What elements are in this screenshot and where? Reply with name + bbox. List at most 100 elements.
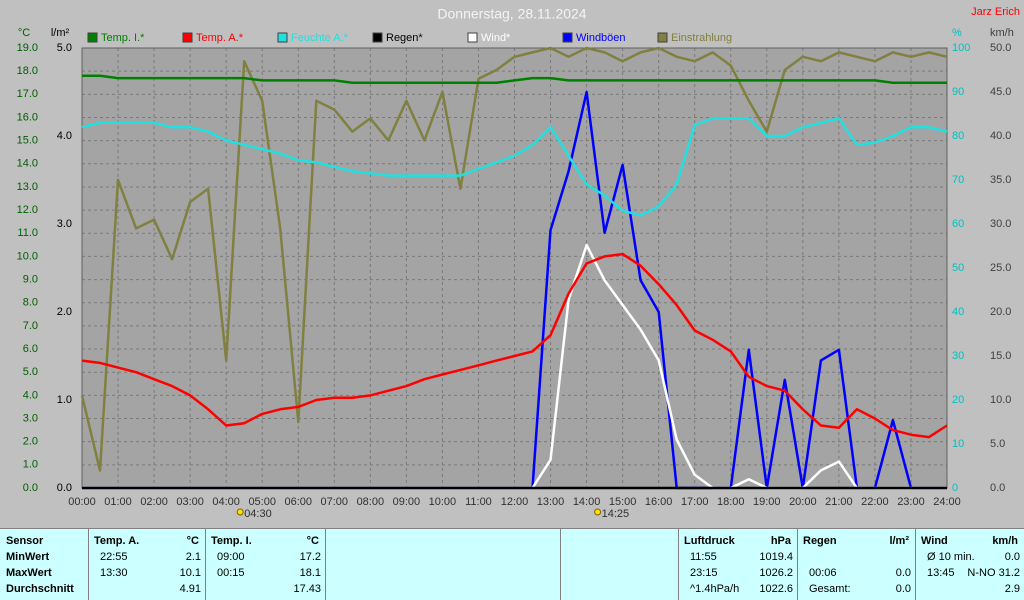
column-name: Luftdruck (684, 535, 736, 547)
column-name: Temp. A. (94, 535, 139, 547)
y-tick-label: 16.0 (17, 111, 38, 123)
y4-tick-label: 30.0 (990, 218, 1011, 230)
cell-value: 1022.6 (759, 583, 793, 595)
column-name: Temp. I. (211, 535, 252, 547)
cell-time: 00:06 (809, 567, 837, 579)
x-tick-label: 00:00 (68, 496, 96, 508)
y3-axis-unit: % (952, 27, 962, 39)
legend-swatch (372, 32, 383, 43)
legend-swatch (467, 32, 478, 43)
legend-swatch (182, 32, 193, 43)
series-line (82, 74, 947, 84)
y3-tick-label: 40 (952, 306, 964, 318)
column-unit: l/m² (889, 535, 909, 547)
y3-tick-label: 80 (952, 130, 964, 142)
column-name: Wind (921, 535, 948, 547)
cell-value: 18.1 (300, 567, 321, 579)
row-label: Durchschnitt (6, 583, 74, 595)
y2-tick-label: 5.0 (57, 42, 72, 54)
y3-tick-label: 60 (952, 218, 964, 230)
stats-table (0, 528, 1024, 600)
cell-value: N-NO 31.2 (967, 567, 1020, 579)
x-tick-label: 17:00 (681, 496, 709, 508)
cell-time: 13:30 (100, 567, 128, 579)
x-tick-label: 11:00 (465, 496, 492, 508)
cell-value: 2.1 (186, 551, 201, 563)
cell-time: Ø 10 min. (927, 551, 975, 563)
cell-time: 09:00 (217, 551, 245, 563)
cell-time: 23:15 (690, 567, 718, 579)
series-line (81, 117, 948, 217)
y4-tick-label: 25.0 (990, 262, 1011, 274)
y3-tick-label: 90 (952, 86, 964, 98)
cell-value: 0.0 (896, 567, 911, 579)
x-tick-label: 10:00 (429, 496, 457, 508)
y3-tick-label: 30 (952, 350, 964, 362)
column-unit: hPa (771, 535, 792, 547)
series-line (81, 252, 948, 439)
cell-time: ^1.4hPa/h (690, 583, 739, 595)
cell-time: 22:55 (100, 551, 128, 563)
annotation-label: 04:30 (244, 508, 272, 520)
cell-value: 0.0 (1005, 551, 1020, 563)
legend-label: Windböen (576, 32, 626, 44)
x-tick-label: 23:00 (897, 496, 925, 508)
legend-label: Wind* (481, 32, 511, 44)
x-tick-label: 16:00 (645, 496, 673, 508)
sun-icon (594, 508, 602, 516)
y3-tick-label: 70 (952, 174, 964, 186)
legend-label: Temp. I.* (101, 32, 145, 44)
y2-tick-label: 2.0 (57, 306, 72, 318)
x-tick-label: 05:00 (248, 496, 276, 508)
y-tick-label: 9.0 (23, 273, 38, 285)
cell-value: 2.9 (1005, 583, 1020, 595)
y4-tick-label: 50.0 (990, 42, 1011, 54)
x-tick-label: 02:00 (140, 496, 168, 508)
x-tick-label: 24:00 (933, 496, 961, 508)
y2-tick-label: 4.0 (57, 130, 72, 142)
cell-time: 13:45 (927, 567, 955, 579)
x-tick-label: 19:00 (753, 496, 781, 508)
cell-value: 4.91 (180, 583, 201, 595)
legend-swatch (657, 32, 668, 43)
y3-tick-label: 20 (952, 394, 964, 406)
y4-tick-label: 15.0 (990, 350, 1011, 362)
legend-swatch (277, 32, 288, 43)
x-tick-label: 12:00 (501, 496, 529, 508)
cell-value: 17.2 (300, 551, 321, 563)
x-tick-label: 21:00 (825, 496, 853, 508)
y4-tick-label: 20.0 (990, 306, 1011, 318)
legend-label: Temp. A.* (196, 32, 244, 44)
annotation-label: 14:25 (602, 508, 630, 520)
y-tick-label: 0.0 (23, 482, 38, 494)
table-borders (0, 528, 1024, 600)
y-tick-label: 7.0 (23, 320, 38, 332)
x-tick-label: 15:00 (609, 496, 637, 508)
y-tick-label: 15.0 (17, 135, 38, 147)
y4-tick-label: 5.0 (990, 438, 1005, 450)
y4-tick-label: 40.0 (990, 130, 1011, 142)
legend-label: Einstrahlung (671, 32, 732, 44)
y4-axis-unit: km/h (990, 27, 1014, 39)
y-tick-label: 8.0 (23, 297, 38, 309)
y-tick-label: 3.0 (23, 412, 38, 424)
y2-axis-unit: l/m² (51, 27, 70, 39)
y-tick-label: 18.0 (17, 65, 38, 77)
y-tick-label: 1.0 (23, 459, 38, 471)
legend-label: Regen* (386, 32, 423, 44)
column-unit: km/h (992, 535, 1018, 547)
y-tick-label: 2.0 (23, 436, 38, 448)
cell-time: 11:55 (690, 551, 717, 563)
legend-label: Feuchte A.* (291, 32, 349, 44)
y-tick-label: 4.0 (23, 389, 38, 401)
x-tick-label: 08:00 (357, 496, 385, 508)
y-tick-label: 13.0 (17, 181, 38, 193)
y2-tick-label: 3.0 (57, 218, 72, 230)
legend-swatch (87, 32, 98, 43)
x-tick-label: 20:00 (789, 496, 817, 508)
y3-tick-label: 0 (952, 482, 958, 494)
y-tick-label: 14.0 (17, 158, 38, 170)
x-tick-label: 22:00 (861, 496, 889, 508)
y-tick-label: 12.0 (17, 204, 38, 216)
